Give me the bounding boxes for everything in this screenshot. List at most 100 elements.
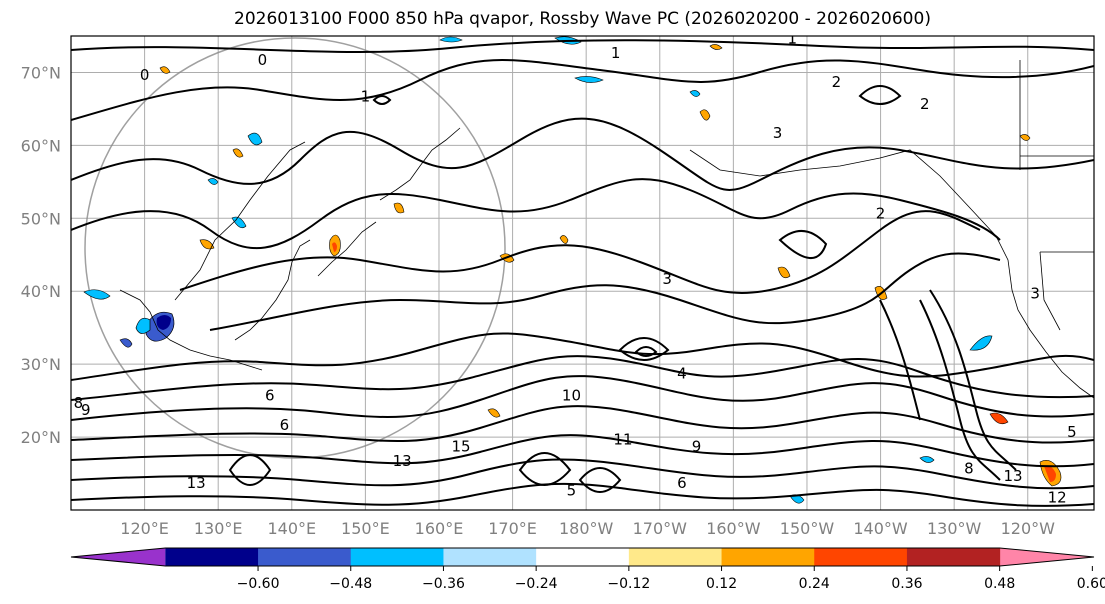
- colorbar-tick-label: −0.48: [329, 576, 372, 592]
- colorbar-ticks: −0.60 −0.48 −0.36 −0.24 −0.12 0.12 0.24 0.36 0.4…: [237, 566, 1105, 592]
- colorbar-tick-label: −0.24: [515, 576, 558, 592]
- anomaly-patch-positive: [199, 239, 215, 250]
- coastlines: [119, 60, 1094, 399]
- latitude-label: 50°N: [21, 209, 61, 228]
- contour-label: 10: [562, 387, 581, 405]
- contour-label: 0: [140, 66, 150, 84]
- contour-line: [858, 85, 902, 105]
- anomaly-patch-positive: [393, 202, 405, 214]
- contour-label: 5: [1067, 423, 1077, 441]
- contour-label: 12: [1048, 489, 1067, 507]
- contour-label: 2: [920, 95, 930, 113]
- latitude-label: 20°N: [21, 428, 61, 447]
- contour-line: [71, 39, 1094, 53]
- kuril-islands: [317, 221, 377, 277]
- latitude-label: 30°N: [21, 355, 61, 374]
- contour-label: 13: [393, 452, 412, 470]
- longitude-label: 180°W: [559, 519, 614, 538]
- anomaly-patch-negative: [919, 456, 935, 463]
- anomaly-patch-negative: [689, 90, 701, 97]
- anomaly-patch-positive: [1019, 134, 1031, 141]
- longitude-labels: 120°E 130°E 140°E 150°E 160°E 170°E 180°W 170°W…: [120, 519, 1055, 538]
- colorbar-tick-label: 0.60: [1077, 576, 1105, 592]
- colorbar-tick-label: 0.12: [706, 576, 737, 592]
- kamchatka-coastline: [379, 127, 461, 201]
- colorbar-segment: [721, 548, 815, 566]
- contour-line: [578, 467, 622, 493]
- colorbar-segment: [350, 548, 444, 566]
- contour-label: 5: [567, 481, 577, 499]
- contour-label: 3: [1030, 285, 1040, 303]
- map-background: [71, 36, 1094, 510]
- gridlines: [71, 36, 1094, 510]
- contour-label: 2: [832, 73, 842, 91]
- contour-line: [209, 252, 1001, 331]
- contour-label: 11: [613, 430, 632, 448]
- contour-label: 0: [258, 51, 268, 69]
- anomaly-patch-negative: [574, 76, 604, 83]
- colorbar-segment: [628, 548, 723, 566]
- contour-line: [618, 337, 670, 361]
- anomaly-patch-negative: [207, 178, 219, 185]
- contour-label: 1: [361, 88, 371, 106]
- longitude-label: 170°E: [488, 519, 537, 538]
- colorbar-tick-label: −0.12: [607, 576, 650, 592]
- contour-line: [71, 434, 1094, 468]
- anomaly-patch-negative: [135, 317, 151, 334]
- colorbar-extend-low: [71, 548, 166, 566]
- contour-label: 3: [773, 124, 783, 142]
- map-title: 2026013100 F000 850 hPa qvapor, Rossby W…: [234, 9, 931, 29]
- contour-label: 3: [662, 270, 672, 288]
- colorbar-tick-label: 0.48: [984, 576, 1015, 592]
- longitude-label: 120°W: [1001, 519, 1056, 538]
- colorbar-tick-label: −0.36: [422, 576, 465, 592]
- colorbar-segment: [443, 548, 537, 566]
- contour-label: 9: [692, 438, 702, 456]
- contour-label: 2: [876, 204, 886, 222]
- colorbar: [70, 547, 1095, 567]
- anomaly-patch-positive: [989, 412, 1009, 425]
- longitude-label: 160°W: [706, 519, 761, 538]
- asia-coastline: [119, 289, 263, 371]
- longitude-label: 150°W: [780, 519, 835, 538]
- anomaly-patch-negative: [119, 338, 133, 348]
- anomaly-patch-negative: [969, 335, 993, 351]
- anomaly-patch-positive: [332, 242, 337, 252]
- colorbar-extend-high: [999, 548, 1094, 566]
- longitude-label: 140°W: [853, 519, 908, 538]
- map-frame: [70, 35, 1095, 511]
- latitude-label: 40°N: [21, 282, 61, 301]
- contour-line: [71, 117, 1094, 191]
- longitude-label: 160°E: [415, 519, 464, 538]
- contour-label: 6: [677, 474, 687, 492]
- anomaly-patch-negative: [439, 36, 463, 43]
- contour-label: 8: [964, 460, 974, 478]
- contour-line: [634, 346, 658, 357]
- anomaly-patch-positive: [487, 408, 501, 418]
- anomaly-patch-negative: [231, 216, 247, 229]
- contour-label: 15: [452, 438, 471, 456]
- contour-line: [879, 299, 921, 421]
- longitude-label: 170°W: [633, 519, 688, 538]
- asia-coastline: [174, 141, 306, 301]
- longitude-label: 150°E: [341, 519, 390, 538]
- contour-line: [71, 59, 1094, 121]
- qvapor-contours: [71, 39, 1094, 507]
- contour-label: 9: [81, 401, 91, 419]
- contour-line: [929, 289, 1017, 471]
- latitude-label: 60°N: [21, 136, 61, 155]
- anomaly-patch-positive: [777, 266, 791, 279]
- colorbar-segment: [165, 548, 259, 566]
- contour-label: 1: [787, 29, 797, 47]
- latitude-labels: 70°N 60°N 50°N 40°N 30°N 20°N: [21, 63, 61, 447]
- colorbar-tick-label: 0.24: [799, 576, 830, 592]
- contour-label: 6: [280, 416, 290, 434]
- contour-line: [71, 458, 1094, 490]
- anomaly-patch-negative: [83, 289, 111, 300]
- contour-label: 1: [611, 44, 621, 62]
- anomaly-patch-positive: [1044, 465, 1056, 482]
- anomaly-patch-positive: [709, 44, 723, 50]
- anomaly-patch-negative: [247, 132, 263, 146]
- colorbar-segment: [906, 548, 1001, 566]
